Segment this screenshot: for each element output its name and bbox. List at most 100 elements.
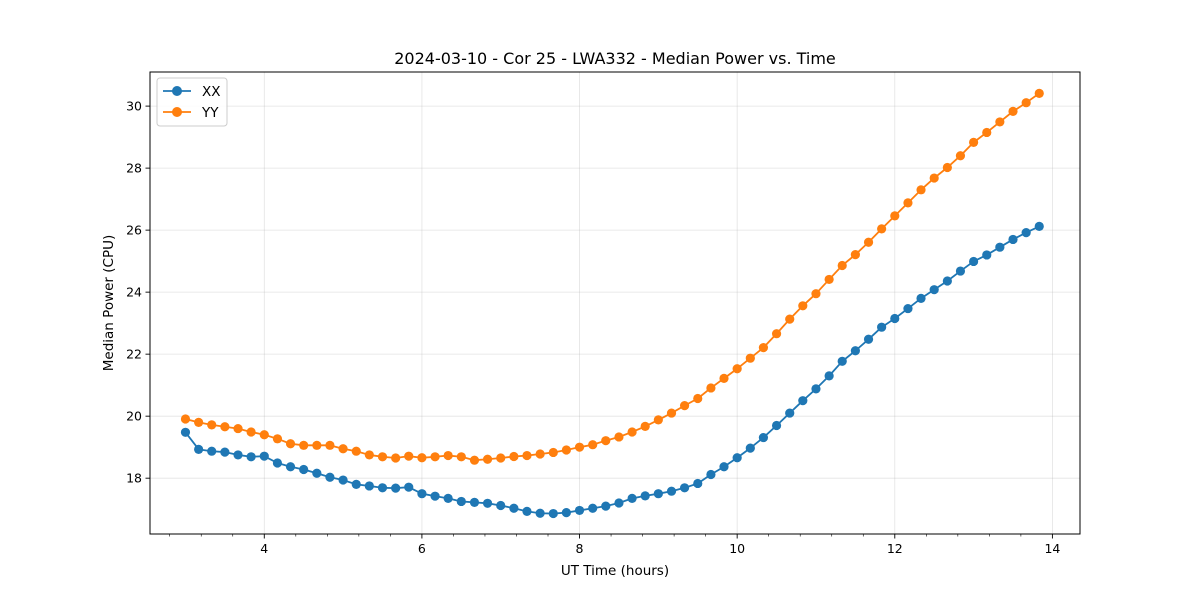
data-point-xx — [955, 266, 966, 276]
data-point-xx — [1021, 228, 1031, 238]
data-point-yy — [877, 224, 887, 234]
data-point-yy — [719, 373, 729, 383]
data-point-xx — [732, 453, 742, 463]
data-point-yy — [916, 185, 926, 195]
data-point-yy — [509, 451, 519, 462]
y-axis: 18 20 22 24 26 28 30 — [126, 99, 150, 486]
y-tick-label: 22 — [126, 347, 142, 362]
grid — [150, 72, 1080, 534]
data-point-yy — [588, 440, 598, 450]
data-point-yy — [653, 415, 663, 425]
data-point-yy — [404, 451, 414, 461]
legend-label-xx: XX — [202, 84, 221, 100]
data-point-xx — [837, 356, 847, 366]
plot-frame — [149, 71, 1081, 535]
data-point-yy — [679, 401, 690, 411]
data-point-xx — [469, 497, 480, 507]
chart-title: 2024-03-10 - Cor 25 - LWA332 - Median Po… — [394, 49, 836, 68]
x-tick-label: 10 — [729, 541, 745, 556]
data-point-xx — [679, 483, 690, 493]
data-point-xx — [758, 432, 769, 443]
data-point-yy — [995, 117, 1005, 127]
data-point-yy — [535, 449, 545, 459]
data-point-xx — [785, 408, 795, 418]
data-point-xx — [982, 250, 992, 260]
data-point-yy — [246, 427, 256, 437]
legend: XX YY — [156, 77, 228, 127]
legend-marker-yy — [172, 107, 182, 117]
data-point-xx — [903, 303, 913, 314]
data-point-xx — [233, 450, 243, 460]
y-tick-label: 20 — [126, 409, 142, 424]
data-point-yy — [693, 393, 703, 404]
data-point-yy — [561, 445, 571, 455]
data-point-yy — [259, 430, 269, 440]
data-point-xx — [404, 482, 414, 492]
data-point-xx — [745, 443, 755, 453]
data-point-yy — [758, 343, 769, 353]
data-point-yy — [614, 432, 624, 442]
data-point-xx — [180, 427, 191, 437]
data-point-xx — [443, 493, 453, 503]
x-tick-label: 6 — [418, 541, 426, 556]
data-point-yy — [272, 434, 283, 444]
data-point-xx — [916, 293, 926, 303]
data-point-xx — [522, 506, 532, 516]
data-point-yy — [798, 301, 808, 311]
data-point-xx — [614, 498, 624, 508]
data-point-xx — [653, 489, 663, 499]
data-point-yy — [207, 420, 217, 430]
data-point-yy — [824, 274, 834, 285]
data-point-yy — [811, 289, 821, 299]
data-point-yy — [890, 211, 900, 221]
series-layer — [180, 88, 1044, 519]
y-tick-label: 26 — [126, 223, 142, 238]
data-point-xx — [1034, 221, 1044, 232]
data-point-yy — [220, 422, 230, 432]
data-point-xx — [312, 468, 322, 478]
y-tick-label: 30 — [126, 99, 142, 114]
data-point-xx — [207, 446, 217, 456]
y-tick-label: 24 — [126, 285, 142, 300]
data-point-yy — [745, 353, 755, 363]
x-tick-label: 8 — [576, 541, 584, 556]
data-point-yy — [233, 423, 243, 434]
data-point-yy — [837, 260, 847, 271]
data-point-xx — [548, 508, 558, 519]
data-point-xx — [417, 489, 427, 499]
data-point-yy — [1008, 106, 1018, 116]
data-point-xx — [824, 371, 834, 381]
data-point-xx — [798, 396, 808, 406]
data-point-yy — [364, 450, 374, 460]
data-point-yy — [732, 364, 742, 374]
data-point-yy — [496, 453, 506, 463]
data-point-yy — [391, 453, 401, 463]
data-point-xx — [771, 420, 782, 431]
data-point-xx — [259, 451, 269, 461]
data-point-xx — [850, 346, 860, 356]
x-tick-label: 4 — [260, 541, 268, 556]
data-point-xx — [640, 491, 650, 501]
data-point-yy — [285, 439, 296, 449]
data-point-xx — [588, 503, 598, 513]
x-tick-label: 14 — [1044, 541, 1060, 556]
data-point-xx — [496, 500, 506, 511]
data-point-xx — [969, 256, 979, 267]
data-point-xx — [561, 508, 571, 518]
data-point-yy — [548, 447, 558, 458]
data-point-yy — [982, 127, 992, 138]
data-point-yy — [666, 408, 677, 418]
data-point-xx — [194, 444, 204, 454]
data-point-xx — [942, 276, 952, 286]
data-point-xx — [509, 503, 519, 513]
data-point-yy — [1021, 98, 1031, 108]
data-point-yy — [942, 162, 952, 173]
data-point-xx — [693, 478, 703, 489]
x-tick-label: 12 — [887, 541, 903, 556]
data-point-yy — [180, 414, 191, 424]
data-point-xx — [877, 322, 887, 332]
y-axis-label: Median Power (CPU) — [101, 235, 117, 371]
x-axis-label: UT Time (hours) — [561, 563, 669, 579]
data-point-yy — [194, 417, 204, 427]
